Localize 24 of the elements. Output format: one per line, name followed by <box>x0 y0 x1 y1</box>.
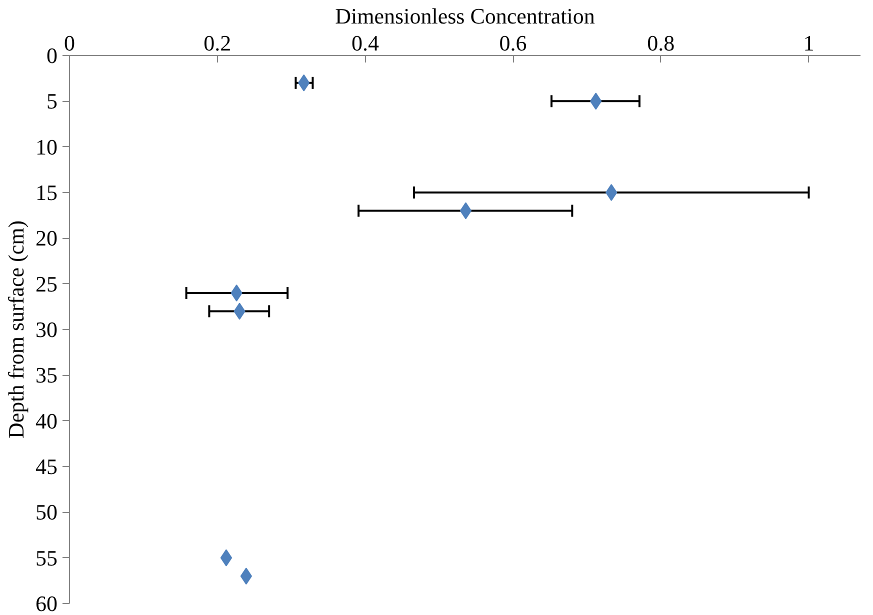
y-tick-label: 5 <box>46 88 58 114</box>
x-tick-label: 0.8 <box>647 30 675 56</box>
y-tick-label: 30 <box>36 317 58 342</box>
point <box>606 184 618 201</box>
y-tick-label: 25 <box>36 271 58 296</box>
x-tick-label: 0 <box>64 30 75 56</box>
y-tick-label: 15 <box>36 180 58 205</box>
x-tick-label: 0.4 <box>351 30 379 56</box>
y-tick-label: 55 <box>36 545 58 570</box>
y-tick-label: 20 <box>36 226 58 251</box>
point <box>240 568 252 585</box>
y-tick-label: 50 <box>36 500 58 525</box>
point <box>220 549 232 566</box>
x-tick-label: 0.2 <box>204 30 232 56</box>
y-tick-label: 10 <box>36 134 58 160</box>
x-tick-label: 1 <box>803 30 814 56</box>
y-axis-title: Depth from surface (cm) <box>4 220 28 439</box>
y-tick-label: 40 <box>36 408 58 434</box>
x-axis-title: Dimensionless Concentration <box>335 4 595 28</box>
y-tick-label: 45 <box>36 454 58 479</box>
y-tick-label: 60 <box>36 591 58 615</box>
y-tick-label: 35 <box>36 362 58 388</box>
x-tick-label: 0.6 <box>499 30 527 56</box>
point <box>460 202 472 220</box>
